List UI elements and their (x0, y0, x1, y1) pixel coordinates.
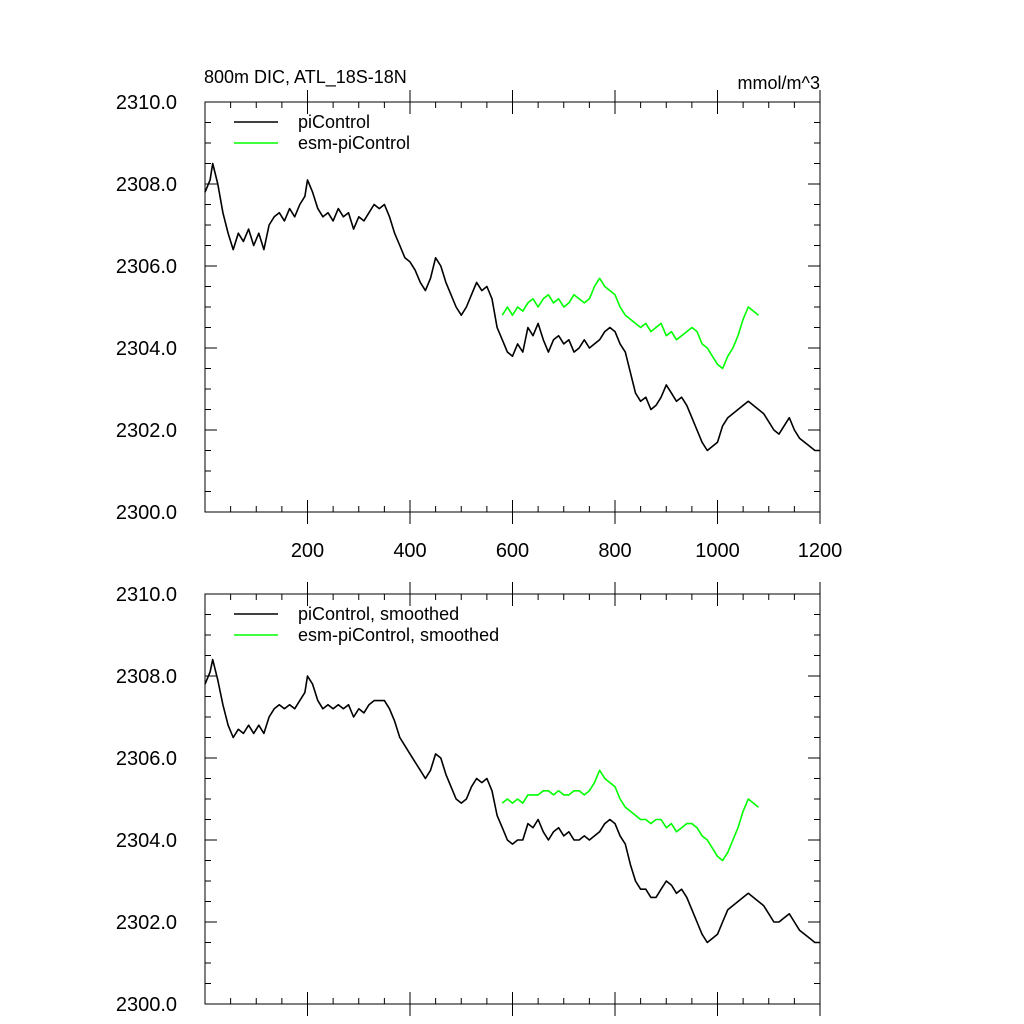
units-label: mmol/m^3 (738, 73, 820, 93)
legend-label: piControl, smoothed (298, 604, 459, 624)
y-tick-label: 2304.0 (116, 830, 177, 852)
y-tick-label: 2302.0 (116, 912, 177, 934)
y-tick-label: 2310.0 (116, 92, 177, 114)
plot-frame (204, 101, 821, 513)
chart-title: 800m DIC, ATL_18S-18N (204, 67, 407, 88)
legend-label: piControl (298, 112, 370, 132)
y-tick-label: 2308.0 (116, 666, 177, 688)
series-line-picontrol (204, 658, 820, 944)
y-tick-label: 2308.0 (116, 174, 177, 196)
series-line-esm-picontrol (501, 769, 760, 862)
series-line-esm-picontrol (501, 277, 760, 370)
y-tick-label: 2304.0 (116, 338, 177, 360)
x-tick-label: 400 (393, 540, 426, 562)
y-tick-label: 2300.0 (116, 994, 177, 1016)
x-tick-label: 600 (496, 540, 529, 562)
x-tick-label: 200 (291, 540, 324, 562)
y-tick-label: 2310.0 (116, 584, 177, 606)
series-line-picontrol (204, 162, 820, 452)
legend-label: esm-piControl (298, 133, 410, 153)
top-panel: 800m DIC, ATL_18S-18N mmol/m^3 200 400 600… (116, 67, 842, 562)
y-tick-label: 2306.0 (116, 748, 177, 770)
y-tick-label: 2300.0 (116, 502, 177, 524)
x-tick-label: 1000 (695, 540, 740, 562)
bottom-panel: 2300.0 2302.0 2304.0 2306.0 2308.0 2310.0 piCo… (116, 582, 821, 1016)
x-tick-label: 800 (598, 540, 631, 562)
legend-label: esm-piControl, smoothed (298, 625, 499, 645)
x-tick-label: 1200 (798, 540, 843, 562)
plot-frame (204, 593, 821, 1005)
y-tick-label: 2302.0 (116, 420, 177, 442)
y-tick-label: 2306.0 (116, 256, 177, 278)
